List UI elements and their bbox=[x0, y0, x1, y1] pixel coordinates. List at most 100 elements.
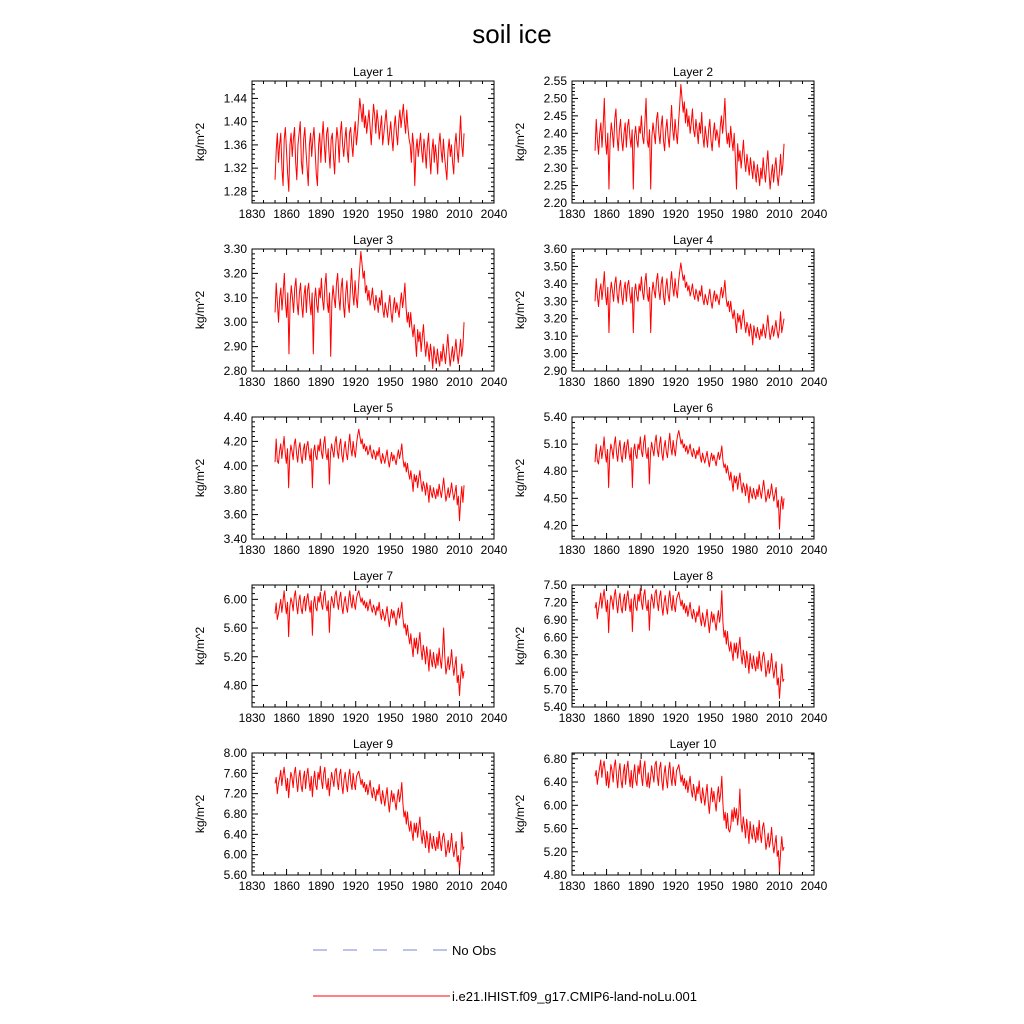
y-tick-label: 5.40 bbox=[544, 410, 568, 424]
x-tick-label: 1890 bbox=[628, 711, 655, 725]
y-axis-label: kg/m^2 bbox=[193, 795, 207, 834]
chart-panel-layer-3: Layer 3 kg/m^2 1830 1860 1890 1920 1950 1980 201… bbox=[193, 233, 508, 389]
panel-title: Layer 10 bbox=[670, 737, 717, 751]
y-tick-label: 5.10 bbox=[544, 437, 568, 451]
series-line-layer-3 bbox=[274, 250, 465, 370]
y-tick-label: 5.70 bbox=[544, 683, 568, 697]
y-tick-label: 5.60 bbox=[224, 621, 248, 635]
y-tick-label: 6.00 bbox=[544, 665, 568, 679]
panel-title: Layer 4 bbox=[673, 233, 713, 247]
plot-frame bbox=[571, 80, 815, 204]
y-axis-label: kg/m^2 bbox=[513, 459, 527, 498]
y-tick-label: 3.30 bbox=[544, 294, 568, 308]
x-tick-label: 1950 bbox=[697, 543, 724, 557]
x-tick-label: 1830 bbox=[239, 543, 266, 557]
x-tick-label: 1950 bbox=[377, 207, 404, 221]
x-tick-label: 1920 bbox=[342, 543, 369, 557]
x-tick-label: 1920 bbox=[662, 543, 689, 557]
y-tick-label: 4.50 bbox=[544, 491, 568, 505]
y-tick-label: 2.30 bbox=[544, 161, 568, 175]
x-tick-label: 1980 bbox=[732, 879, 759, 893]
y-tick-label: 6.00 bbox=[224, 592, 248, 606]
x-tick-label: 1860 bbox=[593, 879, 620, 893]
y-tick-label: 3.20 bbox=[224, 266, 248, 280]
y-tick-label: 1.36 bbox=[224, 138, 248, 152]
chart-panel-layer-7: Layer 7 kg/m^2 1830 1860 1890 1920 1950 1980 201… bbox=[193, 569, 508, 725]
y-tick-label: 4.00 bbox=[224, 459, 248, 473]
y-tick-label: 1.44 bbox=[224, 91, 248, 105]
plot-frame bbox=[571, 416, 815, 540]
y-tick-label: 3.20 bbox=[544, 312, 568, 326]
x-tick-label: 1830 bbox=[559, 879, 586, 893]
y-tick-label: 3.40 bbox=[224, 532, 248, 546]
x-tick-label: 1860 bbox=[593, 375, 620, 389]
plot-frame bbox=[571, 248, 815, 372]
x-tick-label: 1860 bbox=[593, 207, 620, 221]
y-tick-label: 2.35 bbox=[544, 144, 568, 158]
y-tick-label: 5.20 bbox=[544, 845, 568, 859]
x-tick-label: 1920 bbox=[342, 207, 369, 221]
x-tick-label: 1890 bbox=[308, 375, 335, 389]
y-tick-label: 2.25 bbox=[544, 179, 568, 193]
y-tick-label: 6.90 bbox=[544, 613, 568, 627]
x-tick-label: 2040 bbox=[801, 711, 828, 725]
y-tick-label: 7.20 bbox=[224, 787, 248, 801]
y-axis-label: kg/m^2 bbox=[513, 123, 527, 162]
series-line-layer-8 bbox=[594, 587, 785, 699]
legend-label-no-obs: No Obs bbox=[452, 943, 497, 958]
y-tick-label: 2.90 bbox=[544, 364, 568, 378]
x-tick-label: 2040 bbox=[481, 543, 508, 557]
x-tick-label: 1860 bbox=[273, 711, 300, 725]
chart-panel-layer-4: Layer 4 kg/m^2 1830 1860 1890 1920 1950 1980 201… bbox=[513, 233, 828, 389]
x-tick-label: 1980 bbox=[412, 375, 439, 389]
x-tick-label: 2040 bbox=[481, 375, 508, 389]
y-tick-label: 3.00 bbox=[224, 315, 248, 329]
y-tick-label: 2.45 bbox=[544, 109, 568, 123]
series-line-layer-4 bbox=[594, 262, 785, 346]
y-tick-label: 6.00 bbox=[544, 798, 568, 812]
plot-frame bbox=[251, 248, 495, 372]
plot-frame bbox=[251, 416, 495, 540]
x-tick-label: 1890 bbox=[628, 879, 655, 893]
x-tick-label: 2040 bbox=[801, 207, 828, 221]
x-tick-label: 1860 bbox=[273, 207, 300, 221]
x-tick-label: 1860 bbox=[273, 543, 300, 557]
figure-title: soil ice bbox=[472, 19, 551, 49]
panel-title: Layer 9 bbox=[353, 737, 393, 751]
panel-title: Layer 3 bbox=[353, 233, 393, 247]
legend: No Obs i.e21.IHIST.f09_g17.CMIP6-land-no… bbox=[313, 943, 697, 1004]
x-tick-label: 1890 bbox=[308, 543, 335, 557]
y-tick-label: 3.60 bbox=[544, 242, 568, 256]
series-line-layer-5 bbox=[274, 428, 465, 522]
x-tick-label: 1890 bbox=[308, 879, 335, 893]
x-tick-label: 1950 bbox=[697, 711, 724, 725]
x-tick-label: 2040 bbox=[801, 375, 828, 389]
x-tick-label: 2010 bbox=[766, 207, 793, 221]
y-axis-label: kg/m^2 bbox=[513, 291, 527, 330]
x-tick-label: 1830 bbox=[559, 207, 586, 221]
y-axis-label: kg/m^2 bbox=[513, 627, 527, 666]
y-tick-label: 1.32 bbox=[224, 161, 248, 175]
series-line-layer-7 bbox=[274, 590, 465, 697]
panel-title: Layer 5 bbox=[353, 401, 393, 415]
chart-panel-layer-2: Layer 2 kg/m^2 1830 1860 1890 1920 1950 1980 201… bbox=[513, 65, 828, 221]
y-tick-label: 3.50 bbox=[544, 259, 568, 273]
x-tick-label: 1860 bbox=[273, 375, 300, 389]
y-tick-label: 6.80 bbox=[544, 752, 568, 766]
x-tick-label: 1890 bbox=[628, 375, 655, 389]
y-axis-label: kg/m^2 bbox=[193, 459, 207, 498]
y-tick-label: 3.10 bbox=[544, 329, 568, 343]
x-tick-label: 1890 bbox=[308, 711, 335, 725]
y-tick-label: 7.60 bbox=[224, 766, 248, 780]
y-tick-label: 2.90 bbox=[224, 340, 248, 354]
x-tick-label: 2010 bbox=[766, 543, 793, 557]
y-tick-label: 5.20 bbox=[224, 650, 248, 664]
x-tick-label: 1950 bbox=[377, 543, 404, 557]
x-tick-label: 1950 bbox=[697, 375, 724, 389]
x-tick-label: 1920 bbox=[662, 207, 689, 221]
x-tick-label: 1950 bbox=[377, 375, 404, 389]
x-tick-label: 1890 bbox=[308, 207, 335, 221]
y-tick-label: 4.80 bbox=[544, 868, 568, 882]
y-tick-label: 3.10 bbox=[224, 291, 248, 305]
x-tick-label: 1830 bbox=[559, 543, 586, 557]
